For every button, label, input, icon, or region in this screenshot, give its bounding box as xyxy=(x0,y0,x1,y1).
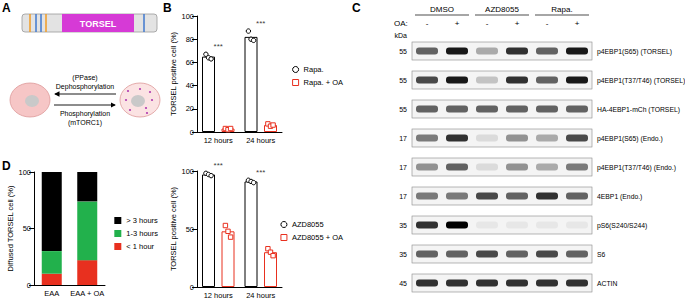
svg-text:12 hours: 12 hours xyxy=(204,136,233,145)
svg-text:80: 80 xyxy=(186,35,194,44)
svg-text:55: 55 xyxy=(399,48,407,55)
svg-text:+: + xyxy=(455,19,460,28)
svg-text:D: D xyxy=(2,159,11,173)
svg-text:ACTIN: ACTIN xyxy=(597,280,617,287)
svg-text:OA:: OA: xyxy=(394,19,408,28)
svg-text:kDa: kDa xyxy=(395,32,408,39)
svg-text:17: 17 xyxy=(399,164,407,171)
svg-text:< 1 hour: < 1 hour xyxy=(126,242,154,251)
svg-text:0: 0 xyxy=(27,281,31,290)
svg-text:-: - xyxy=(486,19,489,28)
svg-text:35: 35 xyxy=(399,222,407,229)
svg-text:20: 20 xyxy=(186,104,194,113)
svg-text:AZD8055: AZD8055 xyxy=(292,220,324,229)
svg-text:4EBP1 (Endo.): 4EBP1 (Endo.) xyxy=(597,193,642,201)
svg-text:45: 45 xyxy=(399,280,407,287)
svg-text:1-3 hours: 1-3 hours xyxy=(126,229,158,238)
svg-text:A: A xyxy=(2,1,11,15)
svg-text:TORSEL: TORSEL xyxy=(80,19,117,29)
svg-text:pS6(S240/S244): pS6(S240/S244) xyxy=(597,222,647,230)
svg-text:24 hours: 24 hours xyxy=(246,291,275,300)
svg-text:60: 60 xyxy=(186,58,194,67)
svg-text:p4EBP1(S65) (Endo.): p4EBP1(S65) (Endo.) xyxy=(597,135,663,143)
svg-text:55: 55 xyxy=(399,106,407,113)
svg-text:TORSEL positive cell (%): TORSEL positive cell (%) xyxy=(169,186,178,271)
svg-text:55: 55 xyxy=(399,77,407,84)
svg-text:0: 0 xyxy=(190,283,194,292)
svg-text:17: 17 xyxy=(399,193,407,200)
svg-text:***: *** xyxy=(214,161,223,170)
svg-text:S6: S6 xyxy=(597,251,606,258)
svg-text:+: + xyxy=(575,19,580,28)
svg-text:Rapa. + OA: Rapa. + OA xyxy=(304,78,343,87)
svg-text:***: *** xyxy=(214,42,223,51)
svg-text:AZD8055: AZD8055 xyxy=(485,5,519,14)
svg-text:(PPase): (PPase) xyxy=(72,74,97,82)
svg-text:+: + xyxy=(515,19,520,28)
svg-text:EAA: EAA xyxy=(44,289,59,298)
svg-text:100: 100 xyxy=(181,167,194,176)
svg-text:> 3 hours: > 3 hours xyxy=(126,216,158,225)
svg-text:17: 17 xyxy=(399,135,407,142)
svg-text:Phosphorylation: Phosphorylation xyxy=(60,110,110,118)
svg-text:HA-4EBP1-mCh (TORSEL): HA-4EBP1-mCh (TORSEL) xyxy=(597,106,680,114)
svg-text:B: B xyxy=(163,1,172,15)
svg-text:24 hours: 24 hours xyxy=(246,136,275,145)
svg-text:AZD8055 + OA: AZD8055 + OA xyxy=(292,233,343,242)
svg-text:***: *** xyxy=(256,168,265,177)
svg-text:50: 50 xyxy=(186,225,194,234)
svg-text:100: 100 xyxy=(18,168,31,177)
svg-text:C: C xyxy=(352,1,361,15)
svg-text:50: 50 xyxy=(23,224,31,233)
svg-text:p4EBP1(T37/T46) (TORSEL): p4EBP1(T37/T46) (TORSEL) xyxy=(597,77,685,85)
svg-text:-: - xyxy=(426,19,429,28)
svg-text:(mTORC1): (mTORC1) xyxy=(68,119,102,127)
svg-text:p4EBP1(T37/T46) (Endo.): p4EBP1(T37/T46) (Endo.) xyxy=(597,164,676,172)
svg-text:-: - xyxy=(546,19,549,28)
svg-text:TORSEL positive cell (%): TORSEL positive cell (%) xyxy=(169,31,178,116)
svg-text:Diffused TORSEL cell (%): Diffused TORSEL cell (%) xyxy=(6,185,15,272)
svg-text:DMSO: DMSO xyxy=(430,5,454,14)
svg-text:35: 35 xyxy=(399,251,407,258)
svg-text:0: 0 xyxy=(190,128,194,137)
svg-text:Rapa.: Rapa. xyxy=(304,65,324,74)
svg-text:40: 40 xyxy=(186,81,194,90)
svg-text:EAA + OA: EAA + OA xyxy=(70,289,104,298)
svg-text:Rapa.: Rapa. xyxy=(551,5,572,14)
svg-text:p4EBP1(S65) (TORSEL): p4EBP1(S65) (TORSEL) xyxy=(597,48,672,56)
svg-text:Dephosphorylation: Dephosphorylation xyxy=(56,83,114,91)
svg-text:12 hours: 12 hours xyxy=(204,291,233,300)
svg-text:***: *** xyxy=(256,19,265,28)
svg-text:100: 100 xyxy=(181,12,194,21)
